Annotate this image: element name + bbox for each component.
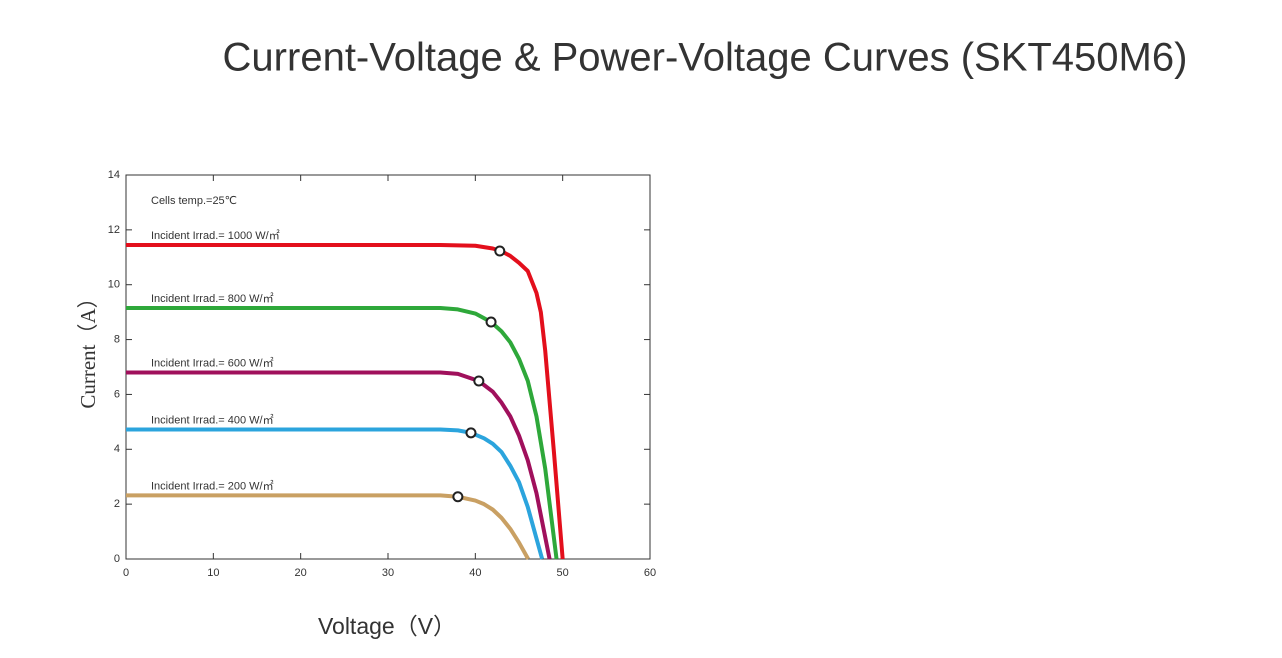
y-tick-label: 10 <box>108 279 120 291</box>
y-axis-label: Current（A） <box>76 287 100 408</box>
x-tick-label: 60 <box>644 567 656 579</box>
x-tick-label: 30 <box>382 567 394 579</box>
y-tick-label: 6 <box>114 388 120 400</box>
y-tick-label: 8 <box>114 333 120 345</box>
iv-curve <box>126 493 530 560</box>
series-label: Incident Irrad.= 1000 W/㎡ <box>151 229 280 242</box>
iv-curve <box>126 242 565 560</box>
x-tick-label: 0 <box>123 567 129 579</box>
annotation: Cells temp.=25℃ <box>151 195 237 207</box>
x-axis-label: Voltage（V） <box>318 613 456 639</box>
iv-curve <box>126 306 559 560</box>
y-tick-label: 12 <box>108 224 120 236</box>
series-label: Incident Irrad.= 800 W/㎡ <box>151 292 274 305</box>
mpp-marker <box>465 427 477 439</box>
series-label: Incident Irrad.= 200 W/㎡ <box>151 479 274 492</box>
y-tick-label: 0 <box>114 553 120 565</box>
x-tick-label: 10 <box>207 567 219 579</box>
x-tick-label: 20 <box>295 567 307 579</box>
x-tick-label: 40 <box>469 567 481 579</box>
series-label: Incident Irrad.= 600 W/㎡ <box>151 356 274 369</box>
iv-curve <box>126 370 552 560</box>
chart-title: Current-Voltage & Power-Voltage Curves (… <box>223 36 1188 80</box>
mpp-marker <box>494 245 506 257</box>
y-tick-label: 14 <box>108 169 120 181</box>
mpp-marker <box>452 491 464 503</box>
mpp-marker <box>473 375 485 387</box>
y-tick-label: 4 <box>114 443 120 455</box>
x-tick-label: 50 <box>557 567 569 579</box>
mpp-marker <box>485 316 497 328</box>
series-label: Incident Irrad.= 400 W/㎡ <box>151 413 274 426</box>
y-tick-label: 2 <box>114 498 120 510</box>
iv-curve <box>126 427 545 560</box>
